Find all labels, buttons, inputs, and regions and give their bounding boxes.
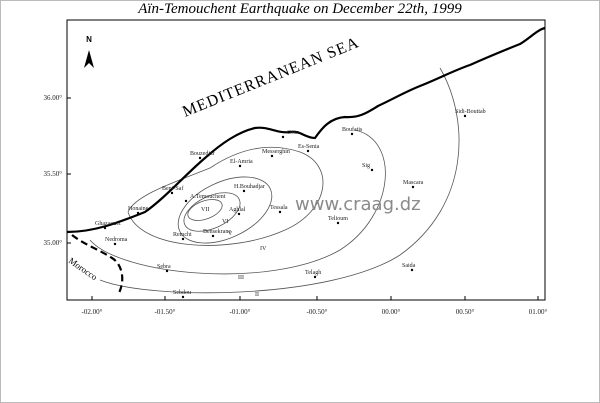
place-dot bbox=[306, 149, 310, 153]
place-dot bbox=[198, 156, 202, 160]
watermark: www.craag.dz bbox=[295, 194, 421, 215]
place-dot bbox=[281, 135, 285, 139]
isoseismal-iv bbox=[127, 146, 324, 246]
place-dot bbox=[113, 242, 117, 246]
y-label: 35.50° bbox=[43, 170, 62, 178]
x-label: 00.00° bbox=[382, 308, 401, 316]
place-dot bbox=[237, 212, 241, 216]
intensity-label: II bbox=[255, 292, 259, 298]
place-dot bbox=[270, 154, 274, 158]
place-label: Bensekrane bbox=[203, 229, 231, 235]
north-label: N bbox=[86, 35, 92, 44]
place-label: Remchi bbox=[173, 232, 192, 238]
place-label: A.Temouchent bbox=[190, 194, 226, 200]
place-label: Saida bbox=[402, 263, 416, 269]
place-label: Es-Senia bbox=[298, 144, 320, 150]
place-dot bbox=[410, 268, 414, 272]
x-label: 00.50° bbox=[456, 308, 475, 316]
place-label: Messerghin bbox=[262, 149, 290, 155]
place-dot bbox=[238, 164, 242, 168]
place-dot bbox=[184, 199, 188, 203]
isoseismal-iii bbox=[89, 129, 386, 275]
x-label: -00.50° bbox=[307, 308, 328, 316]
place-dot bbox=[370, 168, 374, 172]
intensity-label: VII bbox=[201, 207, 209, 213]
place-label: Boufatis bbox=[342, 126, 363, 133]
place-dot bbox=[278, 210, 282, 214]
place-label: Sebra bbox=[157, 264, 171, 270]
y-label: 35.00° bbox=[43, 239, 62, 247]
intensity-label: IV bbox=[260, 246, 267, 252]
y-label: 36.00° bbox=[43, 94, 62, 102]
intensity-label: VI bbox=[222, 219, 228, 225]
place-label: Tessala bbox=[270, 205, 288, 211]
place-label: H.Bouhadjar bbox=[234, 184, 265, 190]
place-label: El-Amria bbox=[230, 159, 253, 165]
place-label: Telagh bbox=[305, 270, 321, 276]
place-dot bbox=[170, 191, 174, 195]
north-arrow bbox=[84, 50, 94, 68]
isoseismal-vi bbox=[183, 192, 241, 232]
place-dot bbox=[242, 189, 246, 193]
place-dot bbox=[211, 234, 215, 238]
place-dot bbox=[313, 275, 317, 279]
place-dot bbox=[136, 211, 140, 215]
place-label: Sidi-Bouttab bbox=[455, 109, 486, 115]
border-line bbox=[71, 234, 124, 296]
place-label: Nedroma bbox=[105, 237, 128, 243]
intensity-label: V bbox=[228, 231, 233, 237]
place-label: Sig bbox=[362, 163, 370, 169]
place-dot bbox=[336, 221, 340, 225]
intensity-label: III bbox=[238, 275, 244, 281]
x-label: 01.00° bbox=[529, 308, 548, 316]
place-label: Ghazaouet bbox=[95, 221, 121, 227]
isoseismal-v bbox=[177, 176, 273, 244]
place-label: Mascara bbox=[403, 180, 424, 186]
coastline bbox=[66, 26, 546, 234]
place-dot bbox=[350, 132, 354, 136]
place-dot bbox=[463, 114, 467, 118]
isoseismal-ii bbox=[99, 67, 460, 294]
place-label: Oran bbox=[287, 130, 299, 136]
place-dot bbox=[165, 269, 169, 273]
x-label: -02.00° bbox=[82, 308, 103, 316]
place-label: Honaine bbox=[128, 206, 149, 212]
place-dot bbox=[181, 237, 185, 241]
isoseismals bbox=[89, 67, 460, 294]
place-dot bbox=[181, 295, 185, 299]
place-dot bbox=[411, 185, 415, 189]
place-label: Sebdou bbox=[173, 290, 191, 296]
place-label: Telioum bbox=[328, 216, 348, 222]
map-frame bbox=[66, 19, 546, 301]
x-label: -01.00° bbox=[230, 308, 251, 316]
place-label: Bouzedjar bbox=[190, 151, 215, 157]
place-dot bbox=[103, 226, 107, 230]
title: Aïn-Temouchent Earthquake on December 22… bbox=[137, 1, 462, 17]
place-label: Beni-Saf bbox=[162, 185, 183, 192]
x-label: -01.50° bbox=[155, 308, 176, 316]
isoseismal-vii bbox=[187, 199, 223, 221]
place-label: Aghlal bbox=[229, 207, 246, 213]
